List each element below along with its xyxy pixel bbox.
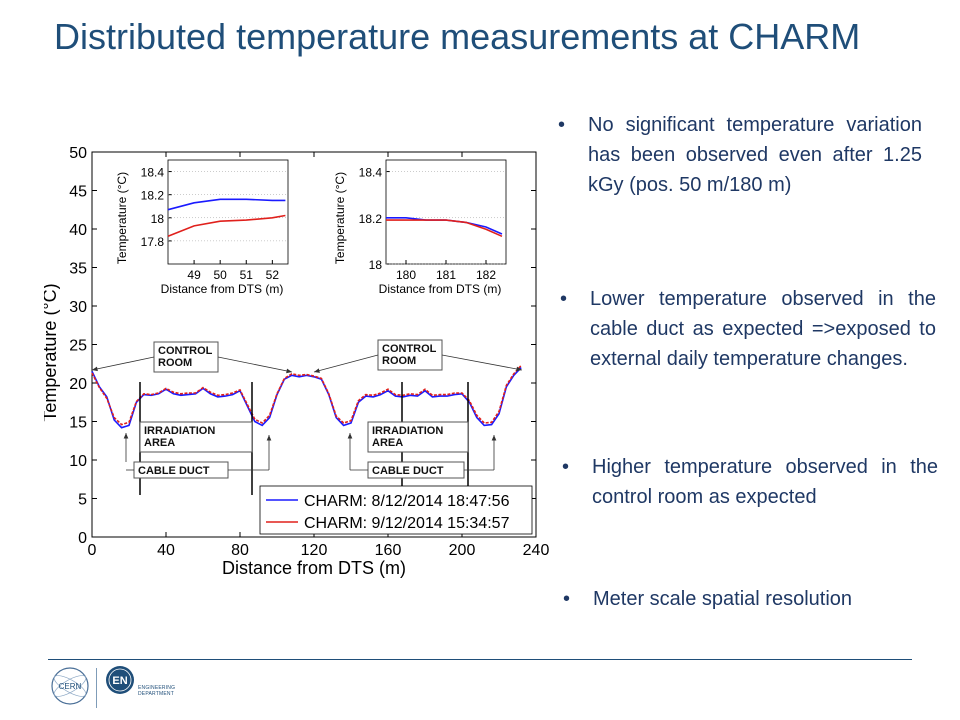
- control-room-left-arrow-b-head: [286, 368, 292, 374]
- y-tick-label: 20: [69, 376, 87, 393]
- y-tick-label: 0: [78, 530, 87, 547]
- bullet-control-room: • Higher temperature observed in the con…: [562, 452, 938, 512]
- x-tick-label: 80: [231, 542, 249, 559]
- department-name: ENGINEERING DEPARTMENT: [138, 685, 175, 697]
- inset-y-tick-label: 18.2: [141, 189, 165, 203]
- irradiation-area-right-label: IRRADIATION: [372, 425, 443, 437]
- x-tick-label: 0: [88, 542, 97, 559]
- en-logo-text: EN: [112, 675, 127, 687]
- inset-y-tick-label: 17.8: [141, 235, 165, 249]
- inset-x-tick-label: 52: [266, 268, 280, 282]
- logo-separator: [96, 668, 97, 708]
- inset-x-tick-label: 51: [240, 268, 254, 282]
- y-tick-label: 40: [69, 222, 87, 239]
- cable-duct-right-arrow-a-head: [347, 433, 353, 439]
- control-room-right-arrow-a-head: [314, 368, 320, 373]
- inset-x-axis-label: Distance from DTS (m): [161, 282, 284, 296]
- slide-title: Distributed temperature measurements at …: [54, 16, 861, 57]
- control-room-left-arrow-a-head: [92, 366, 98, 372]
- inset-y-tick-label: 18: [151, 212, 165, 226]
- inset-y-axis-label: Temperature (°C): [115, 172, 129, 264]
- cern-logo-text: CERN: [59, 682, 82, 691]
- inset-y-tick-label: 18.4: [141, 166, 165, 180]
- y-tick-label: 15: [69, 415, 87, 432]
- irradiation-area-right-label-2: AREA: [372, 437, 403, 449]
- bullet-symbol: •: [563, 588, 571, 610]
- control-room-left-arrow-a: [91, 356, 155, 371]
- cern-logo-icon: CERN: [51, 667, 89, 705]
- bullet-text: Higher temperature observed in the contr…: [592, 456, 938, 508]
- control-room-right-label-2: ROOM: [382, 355, 416, 367]
- y-tick-label: 25: [69, 338, 87, 355]
- cable-duct-right-label: CABLE DUCT: [372, 465, 444, 477]
- legend-entry-2: CHARM: 9/12/2014 15:34:57: [304, 515, 510, 532]
- inset-2-series-2: [386, 219, 503, 238]
- inset-1-frame: [167, 159, 289, 265]
- bullet-text: Meter scale spatial resolution: [593, 588, 853, 610]
- bullet-symbol: •: [560, 288, 568, 310]
- inset-x-tick-label: 181: [436, 268, 456, 282]
- inset-y-tick-label: 18.4: [359, 166, 383, 180]
- department-line-2: DEPARTMENT: [138, 691, 174, 697]
- control-room-left-arrow-b: [217, 356, 293, 373]
- inset-x-axis-label: Distance from DTS (m): [379, 282, 502, 296]
- inset-y-tick-label: 18.2: [359, 212, 383, 226]
- en-department-logo-icon: EN: [106, 666, 134, 694]
- inset-x-tick-label: 50: [213, 268, 227, 282]
- y-tick-label: 35: [69, 261, 87, 278]
- bullet-cable-duct: • Lower temperature observed in the cabl…: [560, 284, 936, 374]
- control-room-right-arrow-a: [313, 354, 379, 373]
- irradiation-area-left-label-2: AREA: [144, 437, 175, 449]
- x-tick-label: 40: [157, 542, 175, 559]
- series-line-1: [91, 367, 522, 429]
- y-tick-label: 5: [78, 492, 87, 509]
- y-tick-label: 10: [69, 453, 87, 470]
- x-tick-label: 120: [301, 542, 328, 559]
- cable-duct-left-label: CABLE DUCT: [138, 465, 210, 477]
- series-line-2: [91, 364, 522, 426]
- inset-y-tick-label: 18: [369, 258, 383, 272]
- inset-y-axis-label: Temperature (°C): [333, 172, 347, 264]
- cable-duct-left-arrow-a-head: [123, 433, 129, 439]
- irradiation-area-left-box: [139, 421, 253, 453]
- y-tick-label: 30: [69, 299, 87, 316]
- irradiation-area-right-box: [367, 421, 469, 453]
- control-room-right-arrow-b: [441, 354, 523, 371]
- y-tick-label: 45: [69, 184, 87, 201]
- inset-2-frame: [385, 159, 507, 265]
- y-tick-label: 50: [69, 145, 87, 162]
- footer-rule: [48, 659, 912, 660]
- temperature-chart: 0 5 10 15 20 25 30 35 40 45 50 0 40 80 120 160 200 240 Dis…: [44, 145, 550, 578]
- legend-entry-1: CHARM: 8/12/2014 18:47:56: [304, 493, 510, 510]
- control-room-left-label-2: ROOM: [158, 357, 192, 369]
- bullet-resolution: • Meter scale spatial resolution: [563, 584, 939, 614]
- bullet-symbol: •: [562, 456, 570, 478]
- bullet-text: Lower temperature observed in the cable …: [590, 288, 936, 370]
- x-axis-label: Distance from DTS (m): [222, 558, 406, 578]
- inset-x-tick-label: 182: [476, 268, 496, 282]
- irradiation-area-left-label: IRRADIATION: [144, 425, 215, 437]
- bullet-text: No significant temperature variation has…: [588, 114, 922, 196]
- bullet-symbol: •: [558, 114, 566, 136]
- inset-1-series-1: [167, 198, 286, 211]
- x-tick-label: 200: [449, 542, 476, 559]
- inset-x-tick-label: 49: [187, 268, 201, 282]
- y-axis-label: Temperature (°C): [44, 283, 60, 421]
- x-tick-label: 240: [523, 542, 550, 559]
- cable-duct-left-arrow-b-head: [266, 435, 272, 441]
- inset-x-tick-label: 180: [396, 268, 416, 282]
- x-tick-label: 160: [375, 542, 402, 559]
- control-room-right-label: CONTROL: [382, 343, 437, 355]
- control-room-left-label: CONTROL: [158, 345, 213, 357]
- cable-duct-right-arrow-b-head: [491, 435, 497, 441]
- inset-1-series-2: [167, 214, 286, 238]
- bullet-no-variation: • No significant temperature variation h…: [558, 110, 922, 200]
- department-line-1: ENGINEERING: [138, 685, 176, 691]
- legend-box: [259, 485, 533, 535]
- control-room-right-arrow-b-head: [516, 366, 522, 372]
